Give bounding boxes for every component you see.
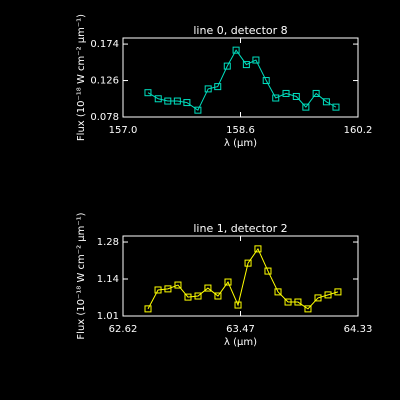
data-point — [282, 89, 290, 97]
data-point — [184, 293, 192, 301]
data-point — [144, 89, 152, 97]
data-point — [234, 301, 242, 309]
data-point — [274, 288, 282, 296]
chart-title: line 1, detector 2 — [193, 222, 287, 235]
data-point — [173, 97, 181, 105]
data-point — [174, 281, 182, 289]
x-tick-label: 158.6 — [226, 125, 255, 136]
y-axis-label: Flux (10⁻¹⁸ W cm⁻² μm⁻¹) — [76, 14, 87, 141]
data-point — [324, 291, 332, 299]
x-tick-label: 62.62 — [109, 324, 138, 335]
data-point — [244, 259, 252, 267]
y-tick-label: 1.01 — [97, 311, 119, 322]
data-point — [154, 95, 162, 103]
y-axis-label: Flux (10⁻¹⁸ W cm⁻² μm⁻¹) — [76, 212, 87, 339]
data-line — [147, 247, 339, 310]
x-tick-label: 160.2 — [344, 125, 373, 136]
chart-title: line 0, detector 8 — [193, 24, 287, 37]
data-point — [284, 298, 292, 306]
data-point — [264, 267, 272, 275]
data-point — [204, 85, 212, 93]
data-point — [332, 103, 340, 111]
x-tick-label: 63.47 — [226, 324, 255, 335]
plot-panel: 157.0 158.6 160.2 0.078 0.126 0.174 line 0, de… — [76, 14, 372, 149]
y-tick-label: 0.078 — [90, 112, 119, 123]
y-tick-label: 1.28 — [97, 237, 119, 248]
data-point — [304, 305, 312, 313]
x-tick-label: 157.0 — [109, 125, 138, 136]
data-line — [147, 49, 337, 111]
x-axis-label: λ (μm) — [224, 138, 257, 149]
data-point — [252, 56, 260, 64]
data-point — [292, 92, 300, 100]
data-point — [312, 89, 320, 97]
data-point — [232, 46, 240, 54]
data-point — [262, 77, 270, 85]
data-point — [154, 286, 162, 294]
data-point — [254, 245, 262, 253]
y-tick-label: 0.174 — [90, 39, 119, 50]
data-point — [272, 94, 280, 102]
plot-panel: 62.62 63.47 64.33 1.01 1.14 1.28 line 1, detec… — [76, 212, 372, 348]
data-point — [194, 292, 202, 300]
y-tick-label: 0.126 — [90, 76, 119, 87]
data-point — [214, 83, 222, 91]
data-point — [164, 285, 172, 293]
data-point — [183, 99, 191, 107]
data-point — [314, 294, 322, 302]
x-axis-label: λ (μm) — [224, 337, 257, 348]
data-point — [302, 103, 310, 111]
x-tick-label: 64.33 — [344, 324, 373, 335]
y-tick-label: 1.14 — [97, 274, 119, 285]
data-point — [164, 97, 172, 105]
data-point — [204, 284, 212, 292]
data-point — [194, 106, 202, 114]
data-point — [294, 298, 302, 306]
data-point — [322, 98, 330, 106]
data-point — [224, 278, 232, 286]
data-point — [223, 62, 231, 70]
data-point — [334, 288, 342, 296]
data-point — [242, 61, 250, 69]
data-point — [214, 292, 222, 300]
data-point — [144, 305, 152, 313]
